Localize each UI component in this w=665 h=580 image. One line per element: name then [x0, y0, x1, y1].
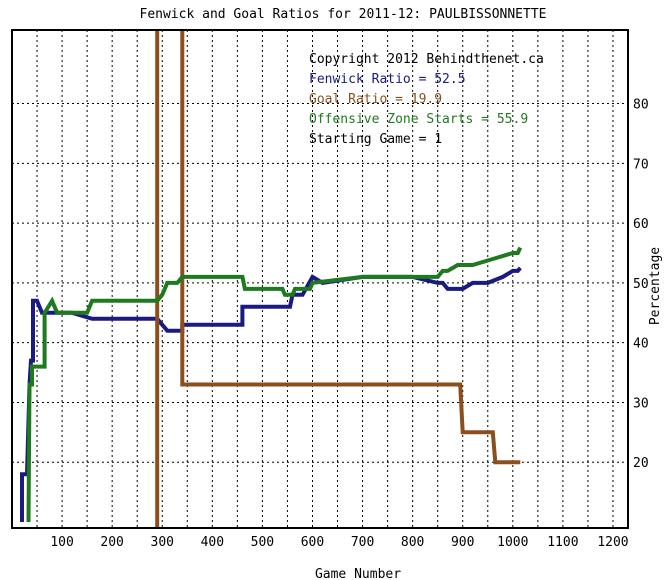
x-tick-label: 200 — [100, 535, 123, 550]
y-tick-label: 20 — [633, 456, 649, 471]
y-axis-label: Percentage — [648, 247, 663, 325]
annotation-line: Offensive Zone Starts = 55.9 — [309, 112, 528, 127]
y-tick-label: 50 — [633, 277, 649, 292]
chart-title: Fenwick and Goal Ratios for 2011-12: PAU… — [140, 7, 547, 22]
y-tick-label: 70 — [633, 157, 649, 172]
y-tick-label: 40 — [633, 337, 649, 352]
x-tick-label: 1200 — [597, 535, 628, 550]
x-tick-label: 1000 — [497, 535, 528, 550]
annotation-line: Copyright 2012 Behindthenet.ca — [309, 52, 544, 67]
grid-lines — [12, 30, 628, 528]
plot-frame — [11, 29, 629, 529]
x-tick-label: 100 — [50, 535, 73, 550]
x-tick-label: 700 — [351, 535, 374, 550]
x-tick-label: 600 — [301, 535, 324, 550]
x-tick-label: 400 — [201, 535, 224, 550]
y-tick-label: 60 — [633, 217, 649, 232]
x-tick-label: 1100 — [547, 535, 578, 550]
series-line-fenwick — [20, 266, 522, 522]
x-tick-label: 800 — [401, 535, 424, 550]
annotation-line: Starting Game = 1 — [309, 132, 442, 147]
y-tick-labels: 20 30 40 50 60 70 80 — [633, 98, 649, 472]
annotation-line: Goal Ratio = 19.9 — [309, 92, 442, 107]
x-tick-label: 500 — [251, 535, 274, 550]
x-tick-labels: 100 200 300 400 500 600 700 800 900 1000 1100 1200 — [50, 535, 628, 550]
series-layer — [20, 30, 523, 528]
series-line-goal — [155, 30, 521, 528]
x-axis-label: Game Number — [315, 567, 401, 580]
x-tick-label: 900 — [451, 535, 474, 550]
y-tick-label: 80 — [633, 98, 649, 113]
x-tick-label: 300 — [151, 535, 174, 550]
legend-annotations: Copyright 2012 Behindthenet.ca Fenwick Ra… — [309, 52, 544, 147]
annotation-line: Fenwick Ratio = 52.5 — [309, 72, 466, 87]
series-line-ozone — [26, 246, 523, 523]
y-tick-label: 30 — [633, 396, 649, 411]
